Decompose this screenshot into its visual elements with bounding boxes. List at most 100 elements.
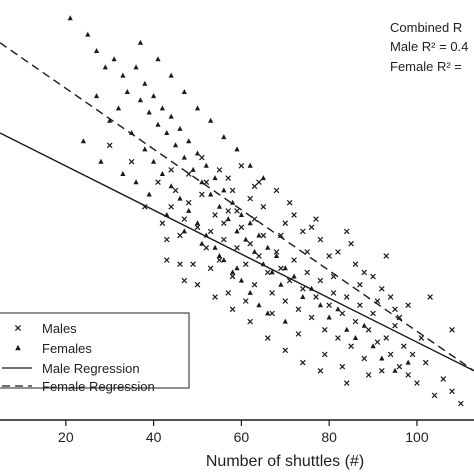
- x-axis-label: Number of shuttles (#): [206, 453, 364, 470]
- point-male-50: [361, 355, 368, 362]
- regression-line-3: [0, 42, 474, 372]
- point-female-89: [146, 191, 152, 197]
- point-male-42: [326, 302, 332, 309]
- point-female-50: [361, 322, 367, 328]
- point-male-53: [374, 339, 381, 345]
- point-male-121: [418, 335, 425, 341]
- point-male-94: [273, 187, 280, 194]
- regression-line-2: [0, 132, 474, 372]
- point-male-27: [260, 232, 267, 239]
- point-male-65: [440, 376, 447, 382]
- point-male-71: [229, 187, 236, 194]
- point-male-25: [251, 281, 258, 288]
- point-male-3: [155, 179, 161, 186]
- point-male-55: [383, 335, 390, 341]
- point-male-43: [330, 290, 337, 296]
- point-male-62: [414, 380, 420, 386]
- point-female-43: [300, 294, 306, 299]
- point-male-52: [370, 310, 376, 317]
- point-male-123: [199, 154, 205, 161]
- point-female-15: [168, 113, 174, 119]
- point-female-54: [405, 359, 411, 365]
- point-female-80: [208, 117, 214, 123]
- legend-label-males: Males: [42, 321, 77, 336]
- point-female-8: [137, 97, 144, 103]
- point-female-68: [221, 257, 227, 263]
- point-female-22: [199, 179, 205, 185]
- point-female-66: [203, 232, 209, 238]
- point-male-87: [264, 335, 271, 341]
- point-female-63: [177, 195, 183, 201]
- legend-label-females: Females: [42, 341, 92, 356]
- point-male-68: [185, 171, 192, 177]
- point-male-47: [348, 343, 354, 350]
- point-female-27: [221, 187, 227, 193]
- point-male-128: [343, 228, 350, 235]
- point-female-38: [269, 269, 275, 275]
- point-female-7: [133, 64, 139, 70]
- point-female-71: [247, 289, 253, 295]
- point-female-36: [260, 261, 266, 267]
- point-male-4: [159, 220, 166, 227]
- point-male-26: [256, 253, 262, 259]
- point-female-55: [93, 93, 100, 99]
- point-female-62: [168, 183, 174, 189]
- point-female-16: [172, 142, 179, 148]
- point-female-88: [133, 179, 139, 185]
- point-female-31: [238, 212, 244, 217]
- point-male-85: [229, 306, 236, 313]
- point-female-81: [221, 134, 227, 140]
- point-male-69: [203, 179, 210, 186]
- point-female-28: [225, 216, 231, 222]
- point-female-17: [177, 125, 183, 131]
- point-male-116: [304, 249, 311, 255]
- point-female-87: [120, 171, 126, 176]
- point-male-74: [282, 220, 289, 227]
- point-male-64: [431, 392, 438, 399]
- point-female-64: [186, 207, 192, 213]
- point-female-19: [186, 138, 192, 144]
- point-male-127: [313, 216, 319, 222]
- point-male-122: [168, 167, 174, 173]
- point-male-23: [242, 261, 249, 268]
- point-male-28: [264, 269, 271, 276]
- point-male-95: [291, 212, 297, 218]
- point-female-1: [85, 31, 91, 37]
- legend: Males Females Male Regression Female Reg…: [0, 312, 190, 394]
- point-female-34: [251, 248, 258, 254]
- point-male-60: [405, 372, 411, 378]
- point-male-59: [400, 343, 407, 350]
- point-female-0: [67, 15, 73, 21]
- point-female-75: [137, 39, 144, 45]
- point-female-41: [282, 265, 288, 271]
- point-female-65: [194, 220, 201, 226]
- point-male-0: [106, 142, 113, 149]
- point-female-21: [194, 150, 201, 156]
- x-tick-label-40: 40: [146, 429, 162, 445]
- point-female-86: [98, 158, 104, 164]
- point-male-90: [317, 367, 324, 374]
- annotation-female-r2: Female R² =: [390, 59, 462, 74]
- point-male-73: [260, 203, 267, 210]
- x-tick-label-60: 60: [234, 429, 250, 445]
- point-female-73: [265, 310, 271, 316]
- point-male-101: [396, 314, 403, 321]
- point-male-104: [207, 265, 214, 272]
- x-tick-label-80: 80: [321, 429, 337, 445]
- point-female-35: [256, 232, 262, 238]
- point-male-24: [247, 240, 253, 247]
- point-male-21: [234, 244, 240, 251]
- point-female-25: [212, 175, 218, 181]
- legend-marker-females: [15, 344, 21, 351]
- point-male-36: [300, 285, 306, 292]
- point-male-54: [379, 367, 385, 374]
- point-female-76: [155, 56, 161, 62]
- point-male-15: [207, 228, 214, 235]
- point-male-34: [291, 257, 297, 263]
- point-male-19: [225, 208, 232, 214]
- point-male-92: [238, 162, 245, 169]
- point-male-130: [427, 294, 433, 300]
- point-female-49: [352, 335, 359, 340]
- point-male-93: [256, 179, 262, 186]
